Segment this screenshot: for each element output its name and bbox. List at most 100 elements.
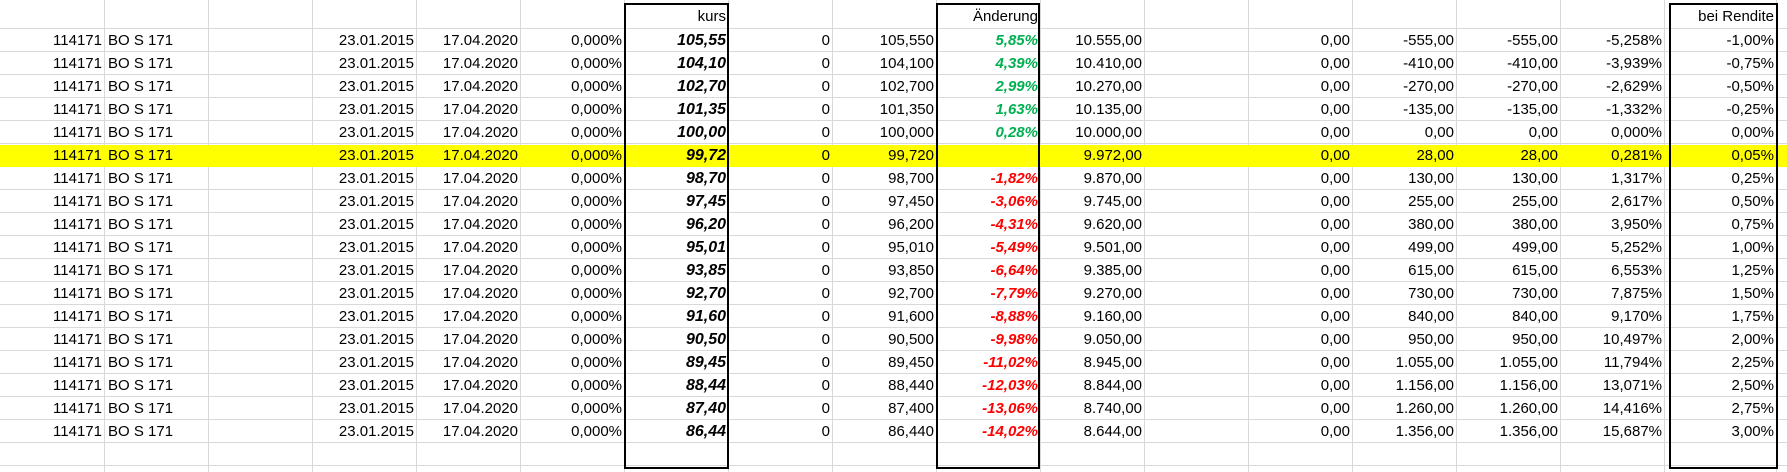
header-bei-rendite[interactable]: bei Rendite — [1698, 8, 1774, 25]
cell-price[interactable]: 87,400 — [888, 400, 934, 417]
cell-value-b[interactable]: -555,00 — [1403, 32, 1454, 49]
cell-value-c[interactable]: 1.156,00 — [1499, 377, 1558, 394]
cell-value-d[interactable]: 0,000% — [1611, 124, 1662, 141]
cell-end-date[interactable]: 17.04.2020 — [442, 308, 518, 325]
cell-name[interactable]: BO S 171 — [108, 32, 174, 49]
cell-aenderung[interactable]: -8,88% — [990, 308, 1038, 325]
cell-start-date[interactable]: 23.01.2015 — [338, 354, 414, 371]
cell-price[interactable]: 97,450 — [888, 193, 934, 210]
cell-value-d[interactable]: 2,617% — [1611, 193, 1662, 210]
cell-value-d[interactable]: 6,553% — [1611, 262, 1662, 279]
cell-aenderung[interactable]: 4,39% — [995, 55, 1038, 72]
cell-value-b[interactable]: -135,00 — [1403, 101, 1454, 118]
cell-aenderung[interactable]: 5,85% — [995, 32, 1038, 49]
cell-start-date[interactable]: 23.01.2015 — [338, 216, 414, 233]
cell-price[interactable]: 104,100 — [879, 55, 934, 72]
cell-value-b[interactable]: 840,00 — [1408, 308, 1454, 325]
cell-percent[interactable]: 0,000% — [571, 262, 622, 279]
cell-value-a[interactable]: 0,00 — [1320, 55, 1350, 72]
cell-zero[interactable]: 0 — [821, 78, 830, 95]
cell-start-date[interactable]: 23.01.2015 — [338, 308, 414, 325]
cell-price[interactable]: 93,850 — [888, 262, 934, 279]
cell-name[interactable]: BO S 171 — [108, 193, 174, 210]
cell-zero[interactable]: 0 — [821, 331, 830, 348]
cell-aenderung[interactable]: 0,28% — [995, 124, 1038, 141]
cell-zero[interactable]: 0 — [821, 377, 830, 394]
cell-aenderung[interactable]: 2,99% — [995, 78, 1038, 95]
cell-value-d[interactable]: 11,794% — [1603, 354, 1662, 371]
cell-start-date[interactable]: 23.01.2015 — [338, 423, 414, 440]
cell-amount[interactable]: 9.620,00 — [1083, 216, 1142, 233]
cell-bei-rendite[interactable]: 0,75% — [1731, 216, 1774, 233]
cell-kurs[interactable]: 99,72 — [685, 147, 726, 164]
cell-name[interactable]: BO S 171 — [108, 285, 174, 302]
cell-value-d[interactable]: -2,629% — [1606, 78, 1662, 95]
cell-amount[interactable]: 10.000,00 — [1075, 124, 1142, 141]
header-aenderung[interactable]: Änderung — [972, 8, 1038, 25]
cell-bei-rendite[interactable]: 1,25% — [1731, 262, 1774, 279]
cell-number[interactable]: 114171 — [53, 32, 102, 49]
cell-price[interactable]: 92,700 — [888, 285, 934, 302]
cell-zero[interactable]: 0 — [821, 147, 830, 164]
cell-end-date[interactable]: 17.04.2020 — [442, 354, 518, 371]
cell-percent[interactable]: 0,000% — [571, 78, 622, 95]
cell-end-date[interactable]: 17.04.2020 — [442, 147, 518, 164]
cell-price[interactable]: 99,720 — [888, 147, 934, 164]
cell-start-date[interactable]: 23.01.2015 — [338, 262, 414, 279]
cell-end-date[interactable]: 17.04.2020 — [442, 423, 518, 440]
cell-end-date[interactable]: 17.04.2020 — [442, 170, 518, 187]
cell-name[interactable]: BO S 171 — [108, 377, 174, 394]
cell-amount[interactable]: 10.135,00 — [1075, 101, 1142, 118]
cell-value-a[interactable]: 0,00 — [1320, 308, 1350, 325]
cell-kurs[interactable]: 90,50 — [685, 331, 726, 348]
cell-value-c[interactable]: 0,00 — [1528, 124, 1558, 141]
cell-name[interactable]: BO S 171 — [108, 262, 174, 279]
cell-percent[interactable]: 0,000% — [571, 170, 622, 187]
cell-bei-rendite[interactable]: -0,25% — [1726, 101, 1774, 118]
cell-percent[interactable]: 0,000% — [571, 216, 622, 233]
cell-number[interactable]: 114171 — [53, 308, 102, 325]
cell-value-c[interactable]: 28,00 — [1520, 147, 1558, 164]
cell-percent[interactable]: 0,000% — [571, 354, 622, 371]
cell-aenderung[interactable]: -9,98% — [990, 331, 1038, 348]
cell-value-c[interactable]: 840,00 — [1512, 308, 1558, 325]
cell-value-b[interactable]: -270,00 — [1403, 78, 1454, 95]
cell-value-a[interactable]: 0,00 — [1320, 377, 1350, 394]
cell-value-d[interactable]: 1,317% — [1611, 170, 1662, 187]
cell-zero[interactable]: 0 — [821, 400, 830, 417]
cell-percent[interactable]: 0,000% — [571, 55, 622, 72]
cell-amount[interactable]: 9.160,00 — [1083, 308, 1142, 325]
cell-number[interactable]: 114171 — [53, 55, 102, 72]
cell-value-a[interactable]: 0,00 — [1320, 147, 1350, 164]
cell-kurs[interactable]: 86,44 — [685, 423, 726, 440]
cell-value-d[interactable]: 0,281% — [1611, 147, 1662, 164]
cell-value-b[interactable]: 615,00 — [1408, 262, 1454, 279]
cell-price[interactable]: 98,700 — [888, 170, 934, 187]
cell-value-d[interactable]: -3,939% — [1606, 55, 1662, 72]
cell-kurs[interactable]: 91,60 — [685, 308, 726, 325]
cell-value-b[interactable]: 1.055,00 — [1395, 354, 1454, 371]
cell-value-b[interactable]: 1.356,00 — [1395, 423, 1454, 440]
cell-aenderung[interactable]: -3,06% — [990, 193, 1038, 210]
cell-kurs[interactable]: 95,01 — [685, 239, 726, 256]
cell-kurs[interactable]: 104,10 — [677, 55, 726, 72]
cell-start-date[interactable]: 23.01.2015 — [338, 285, 414, 302]
cell-bei-rendite[interactable]: 2,25% — [1731, 354, 1774, 371]
cell-price[interactable]: 105,550 — [879, 32, 934, 49]
cell-value-d[interactable]: -5,258% — [1606, 32, 1662, 49]
cell-name[interactable]: BO S 171 — [108, 308, 174, 325]
cell-number[interactable]: 114171 — [53, 400, 102, 417]
cell-start-date[interactable]: 23.01.2015 — [338, 32, 414, 49]
cell-value-c[interactable]: 615,00 — [1512, 262, 1558, 279]
cell-value-d[interactable]: 9,170% — [1611, 308, 1662, 325]
cell-percent[interactable]: 0,000% — [571, 377, 622, 394]
cell-value-d[interactable]: 14,416% — [1602, 400, 1662, 417]
cell-zero[interactable]: 0 — [821, 55, 830, 72]
cell-name[interactable]: BO S 171 — [108, 101, 174, 118]
cell-value-d[interactable]: 15,687% — [1602, 423, 1662, 440]
cell-percent[interactable]: 0,000% — [571, 423, 622, 440]
cell-value-d[interactable]: 10,497% — [1602, 331, 1662, 348]
cell-amount[interactable]: 9.050,00 — [1083, 331, 1142, 348]
cell-price[interactable]: 96,200 — [888, 216, 934, 233]
cell-kurs[interactable]: 88,44 — [685, 377, 726, 394]
